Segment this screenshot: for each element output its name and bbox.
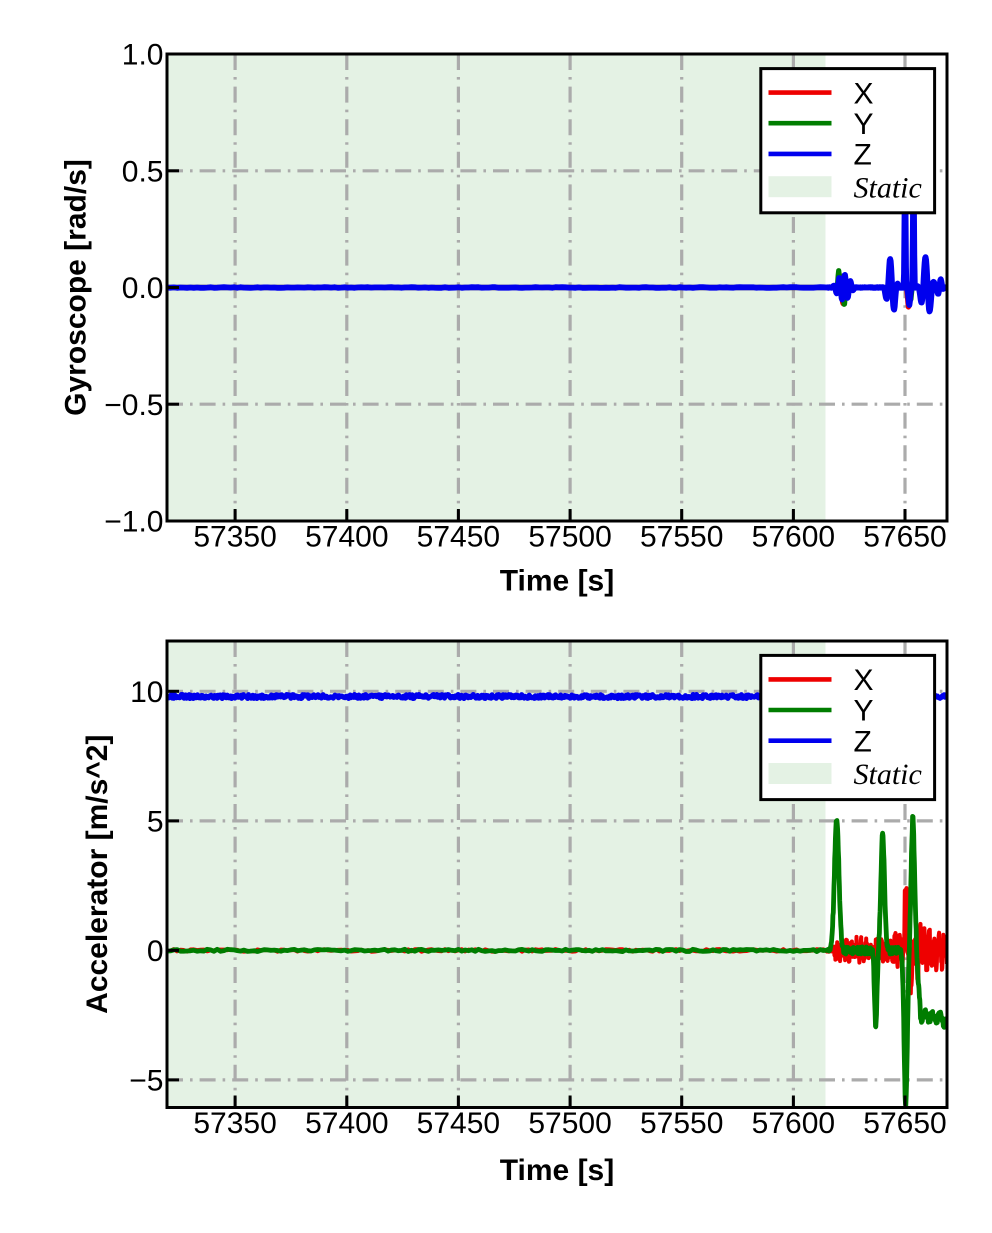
svg-text:0: 0 — [147, 935, 164, 968]
svg-text:57600: 57600 — [752, 521, 835, 554]
svg-text:X: X — [854, 664, 874, 697]
svg-text:Static: Static — [854, 758, 922, 791]
svg-text:57500: 57500 — [528, 521, 611, 554]
svg-text:1.0: 1.0 — [122, 39, 164, 72]
svg-text:0.5: 0.5 — [122, 155, 164, 188]
svg-text:Z: Z — [854, 139, 872, 172]
svg-text:−5: −5 — [129, 1065, 163, 1098]
svg-text:Time [s]: Time [s] — [500, 1154, 614, 1187]
svg-text:57400: 57400 — [305, 521, 388, 554]
svg-text:Z: Z — [854, 725, 872, 758]
svg-text:10: 10 — [130, 676, 163, 709]
svg-text:0.0: 0.0 — [122, 272, 164, 305]
svg-text:57600: 57600 — [752, 1107, 835, 1140]
svg-text:Y: Y — [854, 695, 874, 728]
svg-text:5: 5 — [147, 806, 164, 839]
svg-text:57650: 57650 — [863, 521, 946, 554]
svg-text:Time [s]: Time [s] — [500, 565, 614, 598]
svg-text:−0.5: −0.5 — [104, 389, 163, 422]
svg-text:57500: 57500 — [528, 1107, 611, 1140]
svg-text:57550: 57550 — [640, 1107, 723, 1140]
svg-text:57550: 57550 — [640, 521, 723, 554]
svg-text:X: X — [854, 77, 874, 110]
svg-text:57350: 57350 — [193, 1107, 276, 1140]
svg-text:57650: 57650 — [863, 1107, 946, 1140]
svg-text:57350: 57350 — [193, 521, 276, 554]
svg-text:Y: Y — [854, 108, 874, 141]
svg-text:57450: 57450 — [417, 521, 500, 554]
svg-text:57450: 57450 — [417, 1107, 500, 1140]
svg-text:57400: 57400 — [305, 1107, 388, 1140]
svg-text:Accelerator [m/s^2]: Accelerator [m/s^2] — [81, 735, 114, 1014]
svg-text:−1.0: −1.0 — [104, 506, 163, 539]
svg-text:Static: Static — [854, 171, 922, 204]
svg-text:Gyroscope [rad/s]: Gyroscope [rad/s] — [60, 159, 93, 416]
